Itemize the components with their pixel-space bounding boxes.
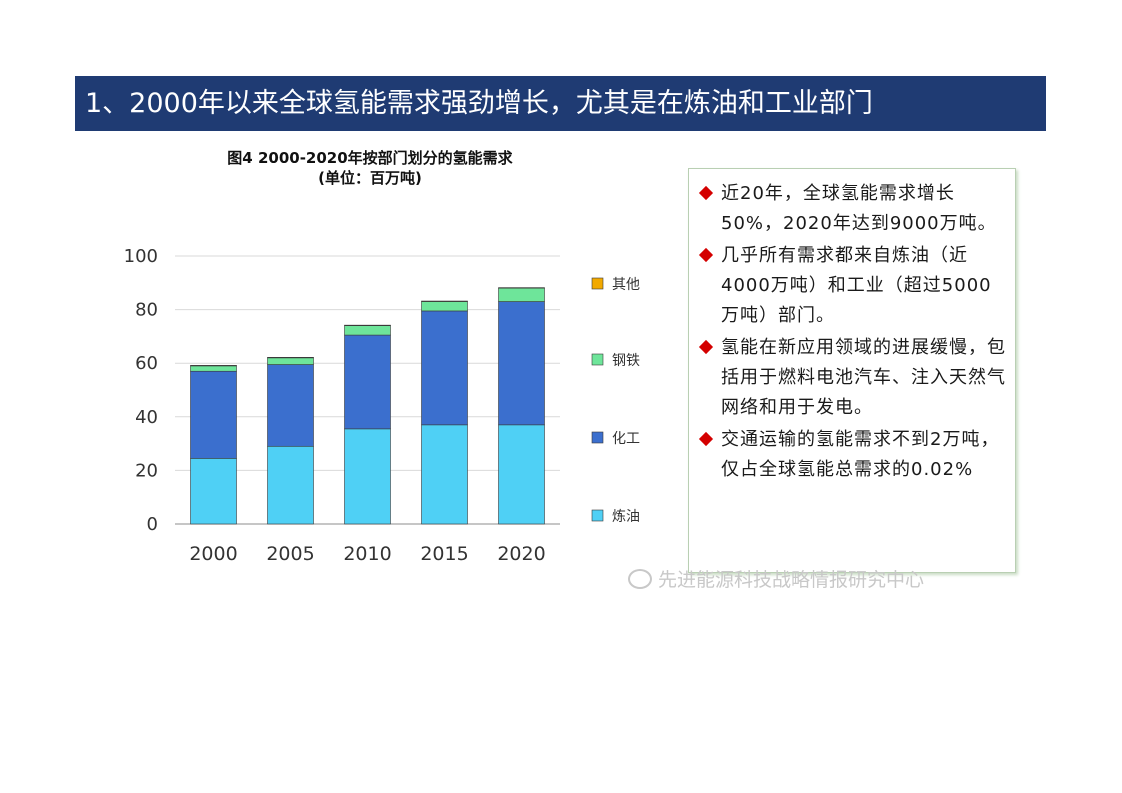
bar-segment-钢铁 — [421, 301, 468, 312]
legend-label: 化工 — [612, 431, 640, 447]
bar-segment-钢铁 — [267, 357, 314, 365]
note-item: 氢能在新应用领域的进展缓慢，包括用于燃料电池汽车、注入天然气网络和用于发电。 — [697, 333, 1009, 423]
x-tick-label: 2020 — [497, 543, 545, 565]
bar-segment-其他 — [344, 324, 391, 326]
legend-swatch — [591, 353, 604, 366]
watermark: 先进能源科技战略情报研究中心 — [628, 565, 924, 592]
bar-segment-炼油 — [190, 458, 237, 525]
chart-subtitle: (单位：百万吨) — [318, 169, 422, 187]
bar-segment-炼油 — [421, 424, 468, 525]
y-tick-label: 60 — [135, 353, 158, 374]
bar-segment-化工 — [190, 370, 237, 459]
x-tick-label: 2000 — [189, 543, 237, 565]
bar-segment-其他 — [190, 365, 237, 367]
bar-segment-化工 — [344, 334, 391, 430]
legend-label: 炼油 — [612, 509, 640, 525]
y-tick-label: 0 — [147, 514, 158, 535]
y-tick-label: 100 — [124, 246, 158, 267]
note-text: 几乎所有需求都来自炼油（近4000万吨）和工业（超过5000万吨）部门。 — [721, 245, 992, 326]
note-item: 近20年，全球氢能需求增长50%，2020年达到9000万吨。 — [697, 179, 1009, 239]
bar-segment-其他 — [267, 357, 314, 359]
legend-label: 其他 — [612, 277, 640, 293]
legend-swatch — [591, 277, 604, 290]
bar-segment-化工 — [267, 364, 314, 447]
bar-segment-炼油 — [344, 428, 391, 525]
red-diamond-icon — [698, 431, 714, 447]
note-item: 交通运输的氢能需求不到2万吨，仅占全球氢能总需求的0.02% — [697, 425, 1009, 485]
y-tick-label: 80 — [135, 300, 158, 321]
bar-segment-化工 — [498, 301, 545, 426]
bar-segment-钢铁 — [190, 365, 237, 372]
x-tick-label: 2005 — [266, 543, 314, 565]
legend-label: 钢铁 — [612, 353, 640, 369]
x-tick-label: 2010 — [343, 543, 391, 565]
bar-segment-其他 — [421, 300, 468, 302]
bar-segment-化工 — [421, 310, 468, 426]
bar-segment-炼油 — [498, 424, 545, 525]
wechat-icon — [628, 568, 652, 589]
red-diamond-icon — [698, 185, 714, 201]
bar-segment-其他 — [498, 287, 545, 289]
legend-swatch — [591, 509, 604, 522]
bar-segment-钢铁 — [498, 287, 545, 302]
note-item: 几乎所有需求都来自炼油（近4000万吨）和工业（超过5000万吨）部门。 — [697, 241, 1009, 331]
red-diamond-icon — [698, 339, 714, 355]
note-text: 氢能在新应用领域的进展缓慢，包括用于燃料电池汽车、注入天然气网络和用于发电。 — [721, 337, 1006, 418]
x-tick-label: 2015 — [420, 543, 468, 565]
note-text: 近20年，全球氢能需求增长50%，2020年达到9000万吨。 — [721, 183, 997, 234]
page-banner-title: 1、2000年以来全球氢能需求强劲增长，尤其是在炼油和工业部门 — [75, 76, 1046, 131]
legend-swatch — [591, 431, 604, 444]
y-tick-label: 20 — [135, 460, 158, 481]
note-text: 交通运输的氢能需求不到2万吨，仅占全球氢能总需求的0.02% — [721, 429, 1000, 480]
bar-segment-钢铁 — [344, 325, 391, 336]
bar-segment-炼油 — [267, 445, 314, 525]
chart-title-block: 图4 2000-2020年按部门划分的氢能需求 (单位：百万吨) — [150, 148, 590, 188]
watermark-text: 先进能源科技战略情报研究中心 — [658, 569, 925, 591]
y-tick-label: 40 — [135, 407, 158, 428]
red-diamond-icon — [698, 247, 714, 263]
notes-panel: 近20年，全球氢能需求增长50%，2020年达到9000万吨。 几乎所有需求都来… — [688, 168, 1016, 573]
chart-title: 图4 2000-2020年按部门划分的氢能需求 — [227, 149, 513, 167]
